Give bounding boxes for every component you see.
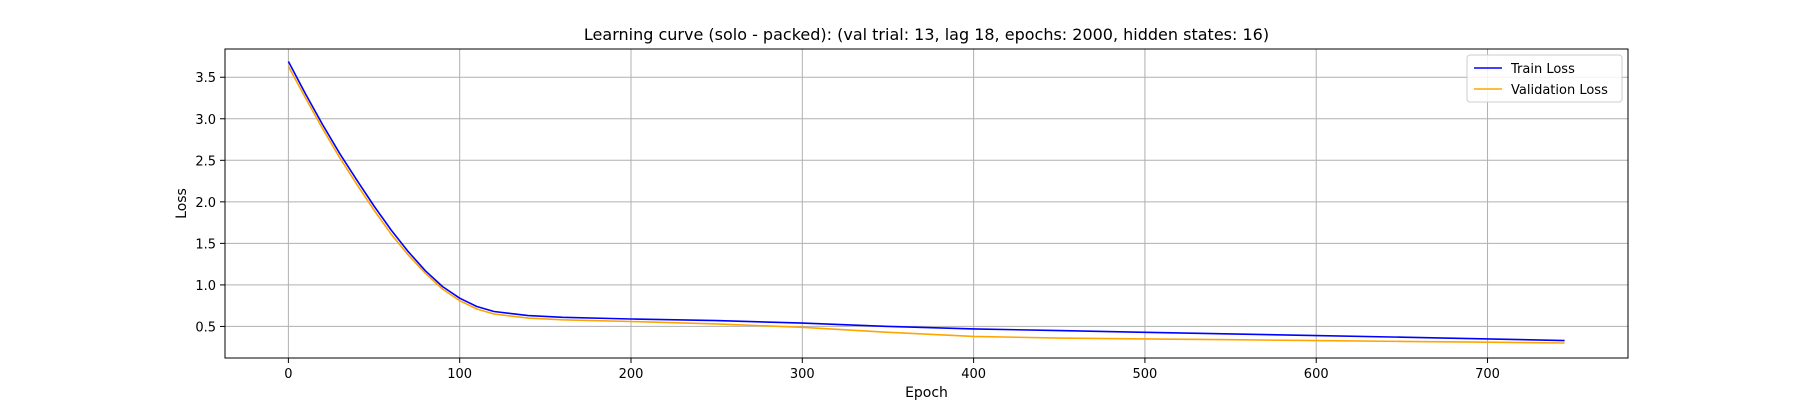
x-tick-label: 600 xyxy=(1304,367,1329,382)
legend: Train Loss Validation Loss xyxy=(1466,54,1623,103)
y-tick-label: 3.0 xyxy=(195,113,216,128)
chart-title: Learning curve (solo - packed): (val tri… xyxy=(584,25,1269,44)
x-tick-label: 300 xyxy=(790,367,815,382)
legend-label: Validation Loss xyxy=(1511,83,1608,98)
x-axis-label: Epoch xyxy=(905,385,948,400)
series-line-train-loss xyxy=(287,61,1565,342)
y-tick-label: 1.0 xyxy=(195,279,216,294)
legend-box xyxy=(1466,54,1623,103)
y-tick-label: 1.5 xyxy=(195,237,216,252)
x-tick-label: 700 xyxy=(1475,367,1500,382)
y-tick-label: 2.0 xyxy=(195,196,216,211)
x-axis: 0 100 200 300 400 500 600 700 xyxy=(284,358,1500,382)
x-tick-label: 500 xyxy=(1133,367,1158,382)
series-layer xyxy=(287,61,1565,344)
series-line-validation-loss xyxy=(287,66,1565,344)
y-tick-label: 3.5 xyxy=(195,71,216,86)
x-tick-label: 100 xyxy=(447,367,472,382)
grid xyxy=(225,49,1628,358)
y-axis-label: Loss xyxy=(174,188,190,219)
x-tick-label: 0 xyxy=(284,367,292,382)
plot-area-frame xyxy=(224,48,1629,359)
x-tick-label: 200 xyxy=(619,367,644,382)
y-axis: 0.5 1.0 1.5 2.0 2.5 3.0 3.5 xyxy=(195,71,225,335)
y-tick-label: 0.5 xyxy=(195,320,216,335)
legend-label: Train Loss xyxy=(1510,62,1575,77)
y-tick-label: 2.5 xyxy=(195,154,216,169)
x-tick-label: 400 xyxy=(961,367,986,382)
